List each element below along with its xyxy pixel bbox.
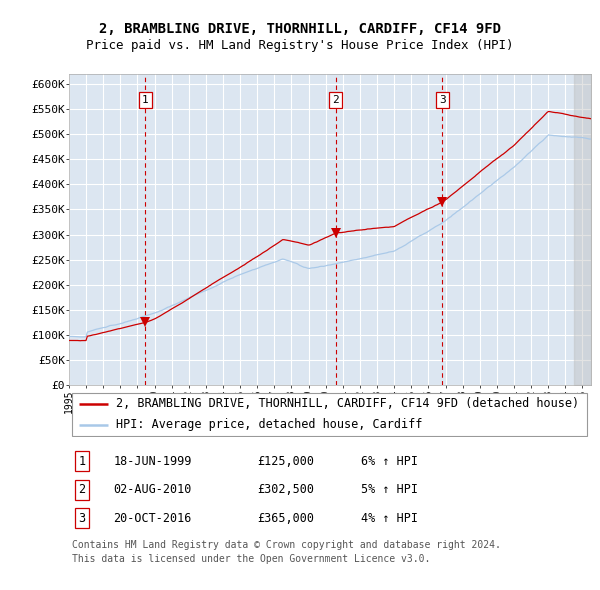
- Text: 2, BRAMBLING DRIVE, THORNHILL, CARDIFF, CF14 9FD: 2, BRAMBLING DRIVE, THORNHILL, CARDIFF, …: [99, 22, 501, 37]
- Text: 02-AUG-2010: 02-AUG-2010: [113, 483, 192, 496]
- Text: 5% ↑ HPI: 5% ↑ HPI: [361, 483, 418, 496]
- Text: 20-OCT-2016: 20-OCT-2016: [113, 512, 192, 525]
- Text: £365,000: £365,000: [257, 512, 314, 525]
- Text: 2, BRAMBLING DRIVE, THORNHILL, CARDIFF, CF14 9FD (detached house): 2, BRAMBLING DRIVE, THORNHILL, CARDIFF, …: [116, 397, 579, 410]
- Text: 3: 3: [439, 95, 445, 105]
- Text: £302,500: £302,500: [257, 483, 314, 496]
- Text: £125,000: £125,000: [257, 455, 314, 468]
- Text: 1: 1: [79, 455, 86, 468]
- Text: 2: 2: [332, 95, 339, 105]
- Text: 2: 2: [79, 483, 86, 496]
- FancyBboxPatch shape: [71, 393, 587, 435]
- Text: 3: 3: [79, 512, 86, 525]
- Text: Contains HM Land Registry data © Crown copyright and database right 2024.
This d: Contains HM Land Registry data © Crown c…: [71, 540, 500, 564]
- Text: 4% ↑ HPI: 4% ↑ HPI: [361, 512, 418, 525]
- Text: Price paid vs. HM Land Registry's House Price Index (HPI): Price paid vs. HM Land Registry's House …: [86, 39, 514, 52]
- Text: HPI: Average price, detached house, Cardiff: HPI: Average price, detached house, Card…: [116, 418, 422, 431]
- Text: 18-JUN-1999: 18-JUN-1999: [113, 455, 192, 468]
- Text: 6% ↑ HPI: 6% ↑ HPI: [361, 455, 418, 468]
- Text: 1: 1: [142, 95, 149, 105]
